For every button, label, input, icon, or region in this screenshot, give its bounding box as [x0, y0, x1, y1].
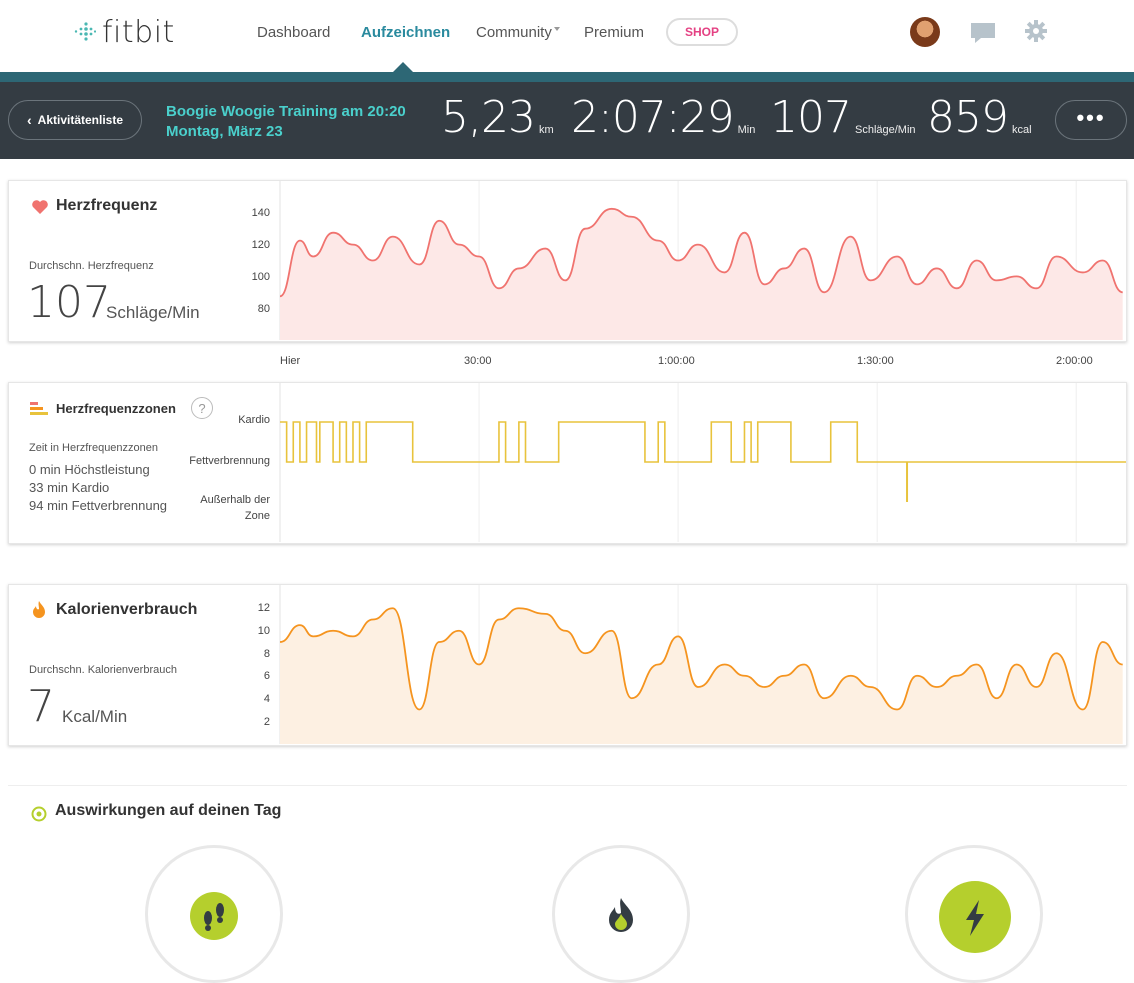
section-divider — [8, 785, 1127, 786]
lightning-bolt-icon — [938, 880, 1012, 954]
target-icon — [31, 806, 47, 822]
impact-title: Auswirkungen auf deinen Tag — [55, 802, 281, 820]
footsteps-icon — [190, 892, 238, 940]
impact-calories-circle — [552, 845, 690, 983]
impact-active-minutes-circle — [905, 845, 1043, 983]
impact-steps-circle — [145, 845, 283, 983]
flame-icon — [605, 894, 637, 936]
